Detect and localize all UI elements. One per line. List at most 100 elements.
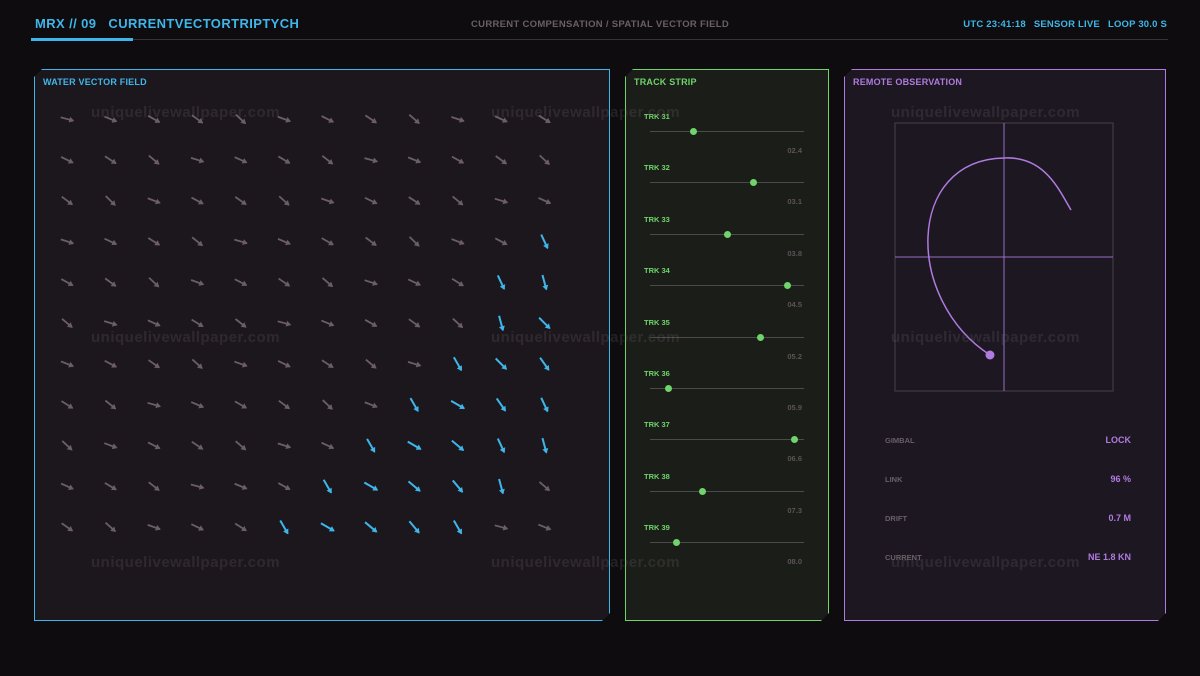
vector-arrow <box>147 276 161 290</box>
header-accent-bar <box>31 38 133 41</box>
vector-arrow <box>147 195 162 206</box>
vector-arrow <box>234 521 249 534</box>
vector-arrow <box>190 399 205 410</box>
vector-arrow <box>104 194 118 208</box>
vector-arrow <box>60 194 75 207</box>
track-slider-handle[interactable] <box>757 334 764 341</box>
vector-arrow <box>539 233 551 250</box>
vector-arrow <box>103 358 118 370</box>
vector-arrow <box>319 521 336 534</box>
header-subtitle: CURRENT COMPENSATION / SPATIAL VECTOR FI… <box>471 19 729 30</box>
track-label: TRK 32 <box>644 163 670 173</box>
vector-arrow <box>320 318 335 329</box>
vector-arrow <box>104 520 118 534</box>
vector-arrow <box>147 153 162 167</box>
vector-arrow <box>320 113 335 125</box>
vector-arrow <box>363 480 380 493</box>
vector-arrow <box>494 196 509 206</box>
vector-arrow <box>321 478 334 495</box>
track-slider[interactable] <box>650 131 804 132</box>
vector-arrow <box>450 236 465 247</box>
vector-arrow <box>450 114 465 124</box>
track-slider[interactable] <box>650 542 804 543</box>
vector-arrow <box>540 437 550 454</box>
vector-arrow <box>60 521 75 534</box>
track-slider-handle[interactable] <box>791 436 798 443</box>
vector-arrow <box>364 437 377 454</box>
track-slider[interactable] <box>650 337 804 338</box>
vector-arrow <box>494 154 509 167</box>
readout-value: NE 1.8 KN <box>1087 552 1131 562</box>
utc-clock: UTC 23:41:18 <box>963 19 1026 30</box>
vector-arrow <box>277 236 292 247</box>
vector-arrow <box>60 399 75 412</box>
track-value: 02.4 <box>787 146 802 155</box>
vector-arrow <box>407 155 422 166</box>
track-label: TRK 33 <box>644 214 670 224</box>
vector-arrow <box>540 274 550 291</box>
vector-arrow <box>321 398 335 412</box>
vector-arrow <box>407 195 422 208</box>
vector-arrow <box>538 153 552 167</box>
track-slider-handle[interactable] <box>690 128 697 135</box>
vector-arrow <box>60 276 75 288</box>
vector-arrow <box>190 195 205 207</box>
track-slider[interactable] <box>650 182 804 183</box>
track-label: TRK 39 <box>644 523 670 533</box>
track-label: TRK 34 <box>644 266 670 276</box>
track-slider-handle[interactable] <box>673 539 680 546</box>
vector-arrow <box>60 237 75 247</box>
vector-arrow <box>60 481 75 492</box>
track-slider[interactable] <box>650 285 804 286</box>
vector-arrow <box>494 236 509 248</box>
vector-arrow <box>364 195 379 207</box>
vector-arrow <box>190 439 205 452</box>
track-slider-handle[interactable] <box>750 179 757 186</box>
track-slider[interactable] <box>650 439 804 440</box>
vector-arrow <box>407 479 423 494</box>
panel-title: REMOTE OBSERVATION <box>853 77 963 87</box>
vector-arrow <box>190 235 205 248</box>
track-value: 04.5 <box>787 300 802 310</box>
vector-arrow <box>277 441 292 451</box>
vector-arrow <box>496 315 506 332</box>
vector-arrow <box>233 359 248 369</box>
vector-arrow <box>233 277 248 289</box>
vector-arrow <box>451 316 465 330</box>
vector-arrow <box>147 358 162 371</box>
vector-field-panel: WATER VECTOR FIELD <box>34 69 610 621</box>
remote-observation-panel: REMOTE OBSERVATION GIMBAL LOCK LINK 96 % DRI… <box>844 69 1166 621</box>
vector-arrow <box>407 112 422 126</box>
vector-arrow <box>451 356 464 373</box>
track-slider-handle[interactable] <box>784 282 791 289</box>
vector-arrow <box>103 440 118 450</box>
vector-arrow <box>494 397 508 414</box>
vector-arrow <box>190 521 205 533</box>
vector-arrow <box>451 519 464 536</box>
track-slider-handle[interactable] <box>724 231 731 238</box>
track-slider-handle[interactable] <box>699 488 706 495</box>
vector-arrow <box>60 114 75 123</box>
vector-arrow <box>60 439 74 453</box>
vector-arrow <box>277 114 292 124</box>
vector-arrow <box>537 195 552 206</box>
vector-arrow <box>103 276 118 289</box>
vector-arrow <box>496 478 506 495</box>
track-label: TRK 38 <box>644 471 670 481</box>
vector-arrow <box>495 274 507 291</box>
vector-arrow <box>494 356 510 372</box>
vector-arrow <box>103 236 118 247</box>
vector-arrow <box>407 359 422 369</box>
track-slider-handle[interactable] <box>665 385 672 392</box>
track-slider[interactable] <box>650 491 804 492</box>
track-value: 05.9 <box>787 403 802 412</box>
vector-arrow <box>537 316 553 332</box>
vector-arrow <box>364 317 379 329</box>
vector-arrow <box>147 522 162 532</box>
header-divider <box>33 39 1168 40</box>
app-title: MRX // 09 CURRENTVECTORTRIPTYCH <box>33 16 299 31</box>
panel-title: WATER VECTOR FIELD <box>43 77 147 87</box>
track-slider[interactable] <box>650 388 804 389</box>
vector-arrow <box>450 479 465 495</box>
vector-arrow <box>60 317 75 331</box>
